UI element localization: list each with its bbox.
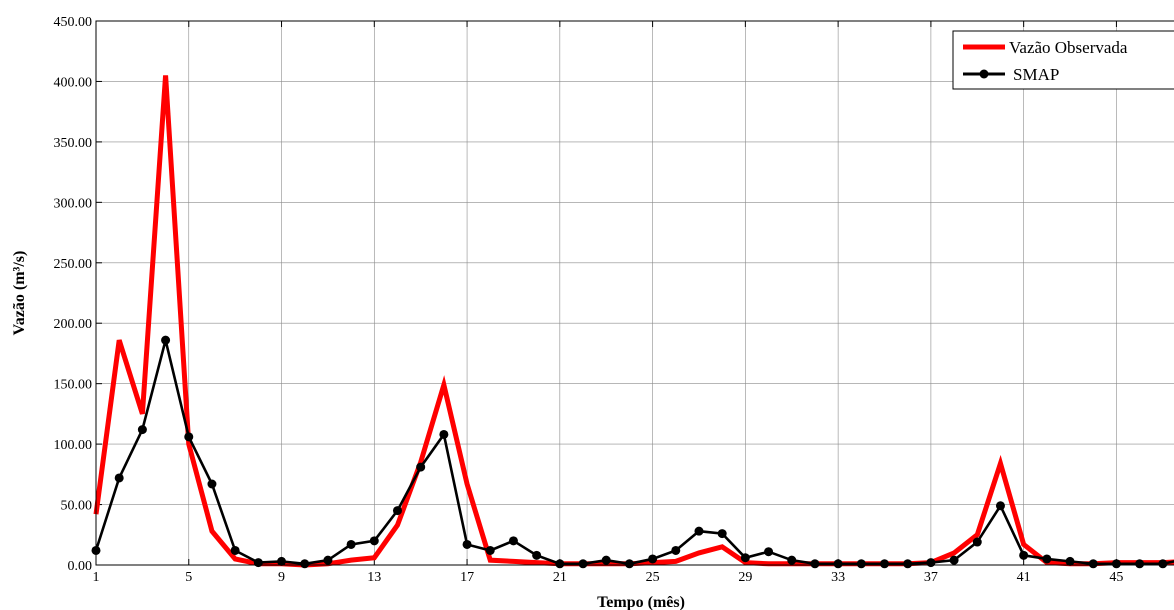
- x-tick-label: 9: [278, 570, 285, 585]
- data-point-smap: [787, 555, 797, 565]
- series-line-observed: [93, 75, 1174, 568]
- x-tick-label: 1: [93, 570, 100, 585]
- data-point-smap: [346, 539, 356, 549]
- y-tick-label: 200.00: [54, 317, 93, 332]
- y-axis-title: Vazão (m³/s): [11, 251, 28, 336]
- data-point-smap: [323, 555, 333, 565]
- data-point-smap: [903, 559, 913, 569]
- data-point-smap: [207, 479, 217, 489]
- x-tick-label: 33: [831, 570, 845, 585]
- data-point-smap: [624, 559, 634, 569]
- data-point-smap: [1019, 550, 1029, 560]
- y-tick-labels: 0.00 50.00 100.00 150.00 200.00 250.00 300.00 3…: [54, 15, 93, 574]
- data-point-smap: [717, 529, 727, 539]
- y-tick-label: 400.00: [54, 75, 93, 90]
- data-point-smap: [578, 559, 588, 569]
- data-point-smap: [856, 559, 866, 569]
- data-point-smap: [462, 539, 472, 549]
- data-point-smap: [1158, 559, 1168, 569]
- data-point-smap: [300, 559, 310, 569]
- x-tick-label: 21: [553, 570, 567, 585]
- legend-smap-label: SMAP: [1013, 65, 1059, 84]
- data-point-smap: [416, 462, 426, 472]
- x-tick-label: 45: [1109, 570, 1123, 585]
- data-point-smap: [485, 545, 495, 555]
- data-point-smap: [694, 526, 704, 536]
- legend-box: [952, 30, 1174, 90]
- data-point-smap: [926, 558, 936, 568]
- data-point-smap: [880, 559, 890, 569]
- y-tick-label: 150.00: [54, 378, 93, 393]
- series-layer: [91, 75, 1174, 569]
- data-point-smap: [277, 556, 287, 566]
- data-point-smap: [369, 536, 379, 546]
- x-tick-label: 37: [924, 570, 938, 585]
- data-point-smap: [1111, 559, 1121, 569]
- data-point-smap: [392, 506, 402, 516]
- data-point-smap: [648, 554, 658, 564]
- legend-smap-marker: [979, 69, 989, 79]
- x-tick-label: 29: [738, 570, 752, 585]
- legend: Vazão Observada SMAP: [952, 30, 1174, 90]
- x-tick-label: 17: [460, 570, 474, 585]
- data-point-smap: [508, 536, 518, 546]
- y-tick-label: 0.00: [68, 559, 93, 574]
- data-point-smap: [1042, 554, 1052, 564]
- data-point-smap: [114, 473, 124, 483]
- data-point-smap: [439, 429, 449, 439]
- x-tick-label: 13: [367, 570, 381, 585]
- data-point-smap: [1065, 556, 1075, 566]
- grid: [96, 21, 1174, 565]
- data-point-smap: [161, 335, 171, 345]
- data-point-smap: [230, 545, 240, 555]
- x-tick-label: 25: [646, 570, 660, 585]
- x-tick-label: 41: [1017, 570, 1031, 585]
- y-tick-label: 100.00: [54, 438, 93, 453]
- data-point-smap: [1088, 559, 1098, 569]
- y-tick-label: 350.00: [54, 136, 93, 151]
- data-point-smap: [671, 545, 681, 555]
- data-point-smap: [601, 555, 611, 565]
- x-tick-labels: 1 5 9 13 17 21 25 29 33 37 41 45: [93, 570, 1124, 585]
- x-tick-label: 5: [185, 570, 192, 585]
- data-point-smap: [740, 553, 750, 563]
- data-point-smap: [972, 537, 982, 547]
- plot-area: [96, 21, 1174, 565]
- data-point-smap: [995, 501, 1005, 511]
- data-point-smap: [253, 558, 263, 568]
- data-point-smap: [764, 547, 774, 557]
- y-tick-label: 450.00: [54, 15, 93, 30]
- legend-observed-label: Vazão Observada: [1009, 38, 1128, 57]
- data-point-smap: [532, 550, 542, 560]
- y-tick-label: 50.00: [61, 499, 93, 514]
- data-point-smap: [137, 425, 147, 435]
- data-point-smap: [833, 559, 843, 569]
- data-point-smap: [555, 559, 565, 569]
- data-point-smap: [810, 559, 820, 569]
- plot-border: [95, 20, 1174, 566]
- y-tick-label: 300.00: [54, 196, 93, 211]
- data-point-smap: [1135, 559, 1145, 569]
- y-tick-label: 250.00: [54, 257, 93, 272]
- x-axis-title: Tempo (mês): [597, 594, 685, 610]
- data-point-smap: [184, 432, 194, 442]
- data-point-smap: [949, 555, 959, 565]
